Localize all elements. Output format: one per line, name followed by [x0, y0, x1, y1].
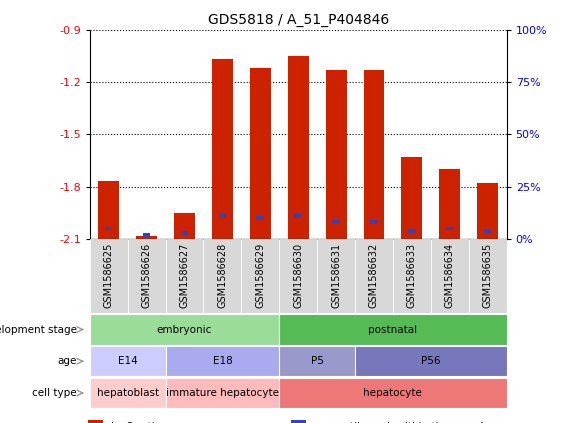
Text: P5: P5 [311, 356, 324, 366]
Bar [88, 420, 103, 423]
Text: E18: E18 [212, 356, 232, 366]
Text: GSM1586630: GSM1586630 [293, 243, 303, 308]
Bar [291, 420, 306, 423]
Text: GSM1586628: GSM1586628 [217, 243, 228, 308]
Bar [174, 213, 195, 239]
Bar [364, 70, 384, 239]
Text: percentile rank within the sample: percentile rank within the sample [314, 422, 490, 423]
Text: GSM1586632: GSM1586632 [369, 243, 379, 308]
Text: embryonic: embryonic [157, 324, 212, 335]
Text: GSM1586629: GSM1586629 [255, 243, 265, 308]
Bar [250, 68, 271, 239]
Text: GSM1586634: GSM1586634 [445, 243, 455, 308]
Bar [332, 220, 340, 224]
Bar [136, 236, 157, 239]
Bar [181, 231, 188, 235]
Text: GSM1586626: GSM1586626 [142, 243, 152, 308]
Text: E14: E14 [118, 356, 138, 366]
Bar [401, 157, 422, 239]
Text: GSM1586635: GSM1586635 [483, 243, 493, 308]
Bar [143, 233, 151, 237]
Text: age: age [58, 356, 77, 366]
Text: hepatocyte: hepatocyte [364, 388, 422, 398]
Text: GSM1586625: GSM1586625 [104, 243, 113, 308]
Title: GDS5818 / A_51_P404846: GDS5818 / A_51_P404846 [207, 13, 389, 27]
Text: GSM1586631: GSM1586631 [331, 243, 341, 308]
Text: immature hepatocyte: immature hepatocyte [166, 388, 279, 398]
Bar [439, 169, 460, 239]
Bar [477, 183, 498, 239]
Bar [294, 214, 302, 218]
Text: P56: P56 [421, 356, 441, 366]
Text: GSM1586627: GSM1586627 [179, 243, 189, 308]
Text: log2 ratio: log2 ratio [111, 422, 162, 423]
Bar [256, 216, 264, 220]
Bar [288, 56, 309, 239]
Bar [105, 227, 112, 231]
Text: postnatal: postnatal [368, 324, 417, 335]
Bar [484, 229, 492, 233]
Text: cell type: cell type [32, 388, 77, 398]
Bar [219, 214, 226, 218]
Bar [408, 229, 416, 233]
Bar [370, 220, 378, 224]
Bar [446, 227, 453, 231]
Text: GSM1586633: GSM1586633 [407, 243, 417, 308]
Bar [98, 181, 119, 239]
Bar [325, 70, 346, 239]
Text: development stage: development stage [0, 324, 77, 335]
Bar [212, 59, 233, 239]
Text: hepatoblast: hepatoblast [97, 388, 159, 398]
